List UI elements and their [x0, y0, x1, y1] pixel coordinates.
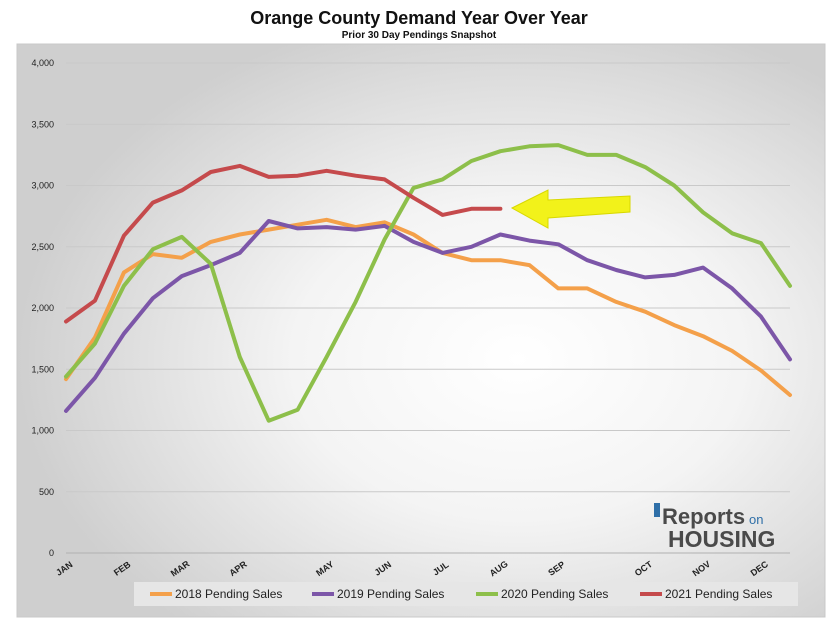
legend-label: 2019 Pending Sales — [337, 587, 444, 601]
logo-line2: HOUSING — [668, 526, 775, 552]
logo-line1-suffix: on — [749, 512, 763, 527]
y-tick-label: 4,000 — [31, 58, 54, 68]
y-tick-label: 2,500 — [31, 242, 54, 252]
y-tick-label: 1,000 — [31, 426, 54, 436]
legend-label: 2020 Pending Sales — [501, 587, 608, 601]
series-line-1 — [64, 217, 792, 397]
y-tick-label: 500 — [39, 487, 54, 497]
yellow-arrow-icon — [510, 189, 631, 229]
y-tick-label: 0 — [49, 548, 54, 558]
chart-subtitle: Prior 30 Day Pendings Snapshot — [342, 30, 497, 41]
y-tick-label: 2,000 — [31, 303, 54, 313]
reports-on-housing-logo: Reports on HOUSING — [654, 503, 775, 552]
y-tick-label: 1,500 — [31, 364, 54, 374]
legend: 2018 Pending Sales 2019 Pending Sales 2020… — [134, 582, 798, 606]
series-line-3 — [64, 143, 792, 423]
y-tick-label: 3,500 — [31, 119, 54, 129]
arrow-annotation — [510, 189, 631, 229]
logo-mark-icon — [654, 503, 660, 517]
y-tick-label: 3,000 — [31, 181, 54, 191]
legend-label: 2021 Pending Sales — [665, 587, 772, 601]
series-line-4 — [64, 163, 503, 324]
logo-line1: Reports — [662, 504, 745, 529]
chart-title: Orange County Demand Year Over Year — [250, 8, 587, 28]
series-line-2 — [64, 219, 792, 413]
legend-label: 2018 Pending Sales — [175, 587, 282, 601]
series-lines — [64, 143, 792, 423]
y-axis-ticks: 0 500 1,000 1,500 2,000 2,500 3,000 3,500 4,000 — [31, 58, 54, 558]
legend-box — [134, 582, 798, 606]
